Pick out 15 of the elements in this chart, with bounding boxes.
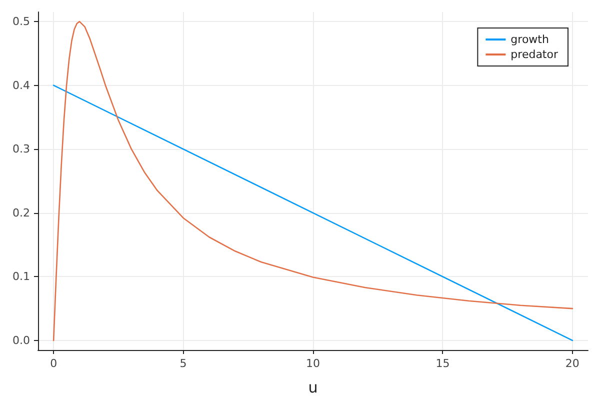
x-tick-label: 5: [180, 357, 187, 370]
y-tick-label: 0.5: [12, 15, 30, 28]
x-tick-label: 20: [565, 357, 580, 370]
y-tick-label: 0.4: [12, 78, 30, 92]
y-tick-label: 0.0: [12, 334, 30, 347]
x-tick-label: 10: [306, 357, 320, 370]
x-tick-label: 15: [436, 357, 450, 370]
y-tick-label: 0.1: [12, 270, 30, 284]
y-tick-label: 0.3: [12, 142, 30, 156]
y-tick-label: 0.2: [12, 206, 30, 220]
line-series: [52, 20, 574, 342]
legend-label: predator: [510, 48, 558, 61]
x-tick-label: 0: [50, 357, 58, 370]
legend-label: growth: [510, 33, 549, 46]
x-axis-title: u: [308, 378, 318, 396]
